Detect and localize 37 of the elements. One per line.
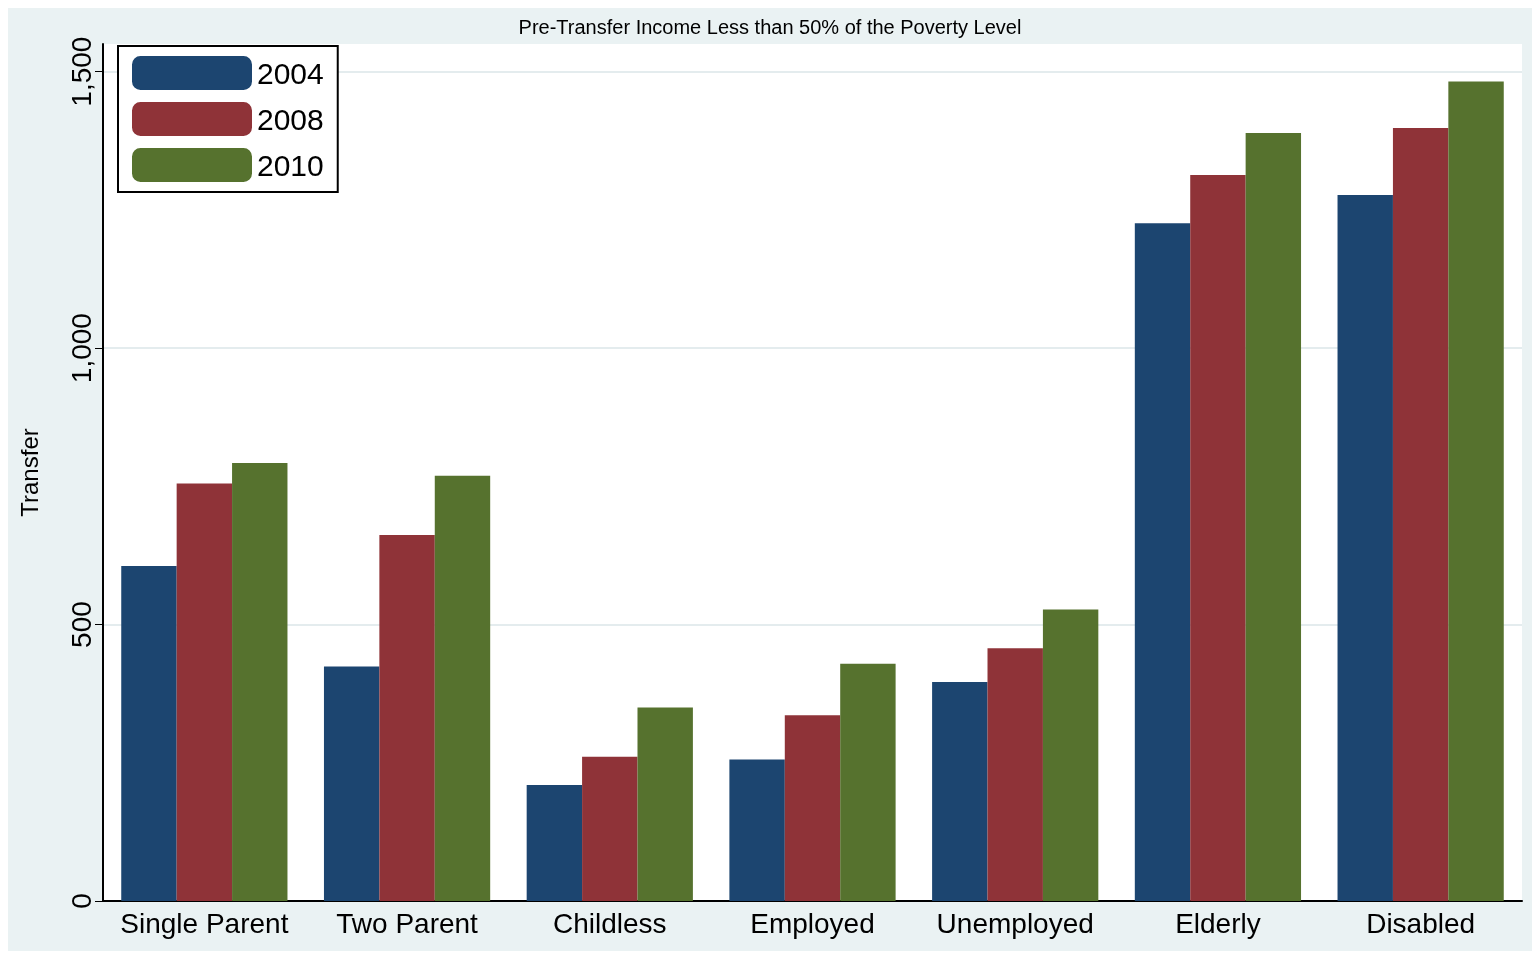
legend-label: 2010: [257, 148, 324, 182]
legend-label: 2004: [257, 56, 324, 90]
x-tick-label: Single Parent: [120, 907, 289, 939]
y-tick-label: 1,500: [65, 36, 97, 107]
bar: [1337, 194, 1393, 901]
y-tick-label: 1,000: [65, 313, 97, 384]
bar: [434, 475, 491, 901]
bar: [582, 756, 638, 901]
bar: [232, 463, 288, 901]
x-tick-label: Disabled: [1366, 907, 1476, 939]
x-tick-label: Unemployed: [936, 907, 1094, 939]
y-tick-label: 500: [65, 601, 97, 648]
bar: [1245, 133, 1302, 901]
bar: [121, 565, 177, 901]
bar: [784, 715, 841, 901]
bar: [379, 534, 435, 901]
bar: [840, 663, 896, 901]
x-tick-label: Childless: [552, 907, 667, 939]
bar: [176, 483, 233, 901]
y-tick-label: 0: [65, 893, 97, 909]
bar: [729, 759, 785, 901]
bar: [1448, 81, 1504, 901]
x-tick-label: Elderly: [1175, 907, 1261, 939]
bar: [1190, 175, 1246, 901]
bar: [1042, 609, 1099, 901]
x-tick-label: Two Parent: [336, 907, 479, 939]
bar: [637, 707, 693, 901]
bar: [1392, 128, 1449, 901]
chart-title: Pre-Transfer Income Less than 50% of the Poverty Level: [518, 16, 1022, 38]
legend-label: 2008: [257, 102, 324, 136]
y-axis-title: Transfer: [15, 428, 43, 517]
bar: [987, 648, 1043, 901]
bar: [323, 666, 380, 901]
bar: [1134, 223, 1191, 901]
bar: [526, 784, 583, 901]
x-tick-label: Employed: [750, 907, 875, 939]
bar: [932, 682, 988, 901]
